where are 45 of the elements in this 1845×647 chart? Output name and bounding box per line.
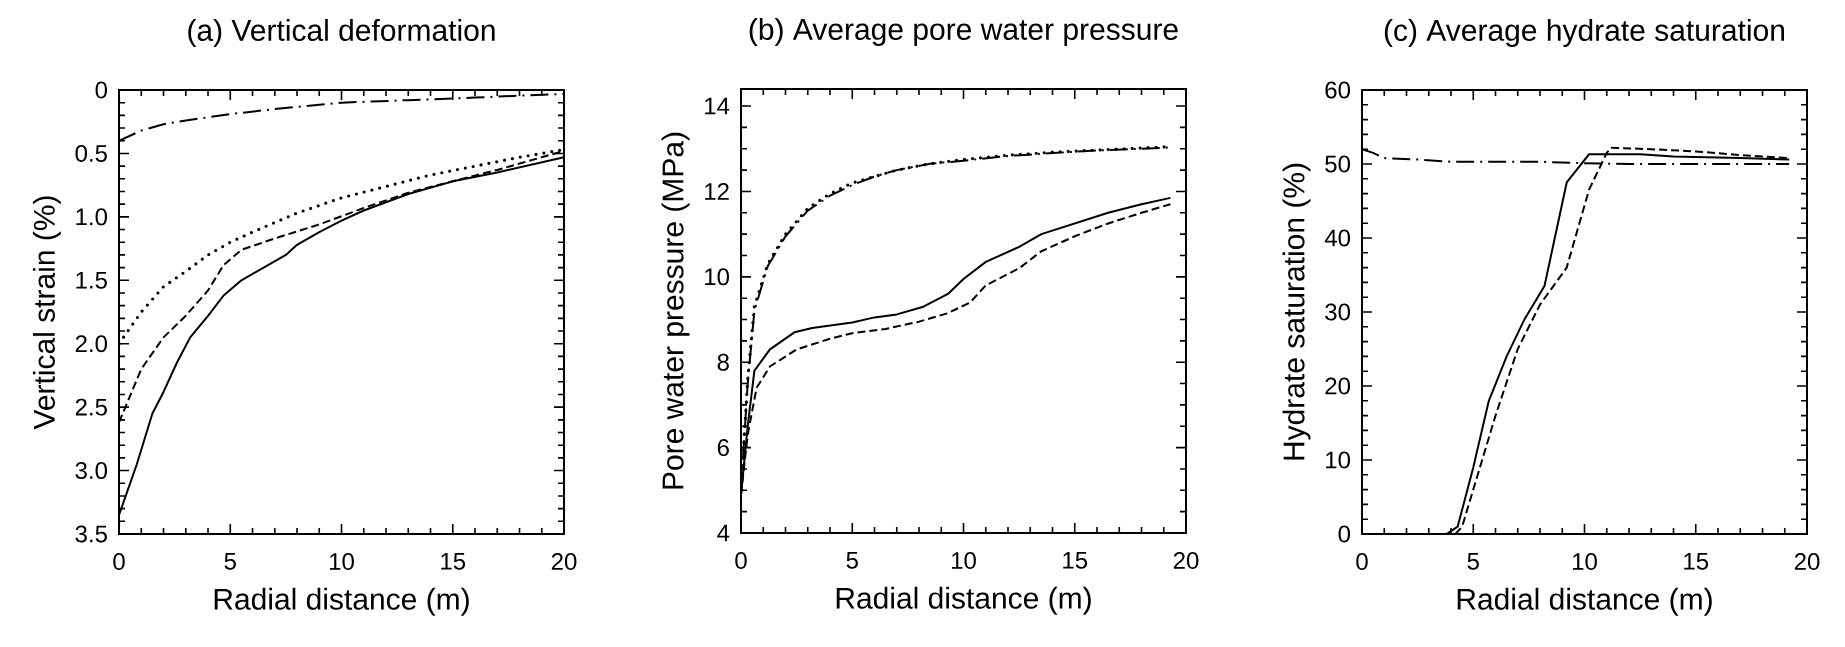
x-tick-label: 5 bbox=[1467, 553, 1479, 570]
y-tick-label: 20 bbox=[1325, 377, 1351, 395]
x-tick-label: 20 bbox=[1173, 552, 1199, 570]
chart-title: (a) Vertical deformation bbox=[188, 18, 495, 47]
y-tick-label: 2.5 bbox=[75, 398, 107, 416]
chart-title: (b) Average pore water pressure bbox=[749, 17, 1178, 46]
y-tick-label: 1.0 bbox=[76, 208, 108, 226]
x-tick-label: 0 bbox=[1356, 553, 1368, 571]
y-tick-label: 6 bbox=[717, 439, 729, 457]
x-tick-label: 10 bbox=[1572, 553, 1597, 571]
x-tick-label: 10 bbox=[951, 552, 976, 570]
x-tick-label: 20 bbox=[1794, 553, 1820, 571]
x-tick-label: 20 bbox=[551, 553, 577, 571]
x-tick-label: 5 bbox=[846, 552, 858, 569]
y-tick-label: 3.0 bbox=[75, 462, 108, 480]
x-tick-label: 0 bbox=[735, 552, 747, 570]
y-tick-label: 12 bbox=[705, 183, 729, 200]
y-axis-title: Hydrate saturation (%) bbox=[1282, 163, 1311, 460]
x-tick-label: 10 bbox=[329, 553, 354, 571]
x-axis-title: Radial distance (m) bbox=[214, 587, 469, 616]
y-tick-label: 10 bbox=[1326, 451, 1351, 469]
y-tick-label: 2.0 bbox=[75, 335, 108, 353]
y-tick-label: 60 bbox=[1325, 81, 1351, 99]
y-tick-label: 0 bbox=[95, 81, 108, 99]
x-tick-label: 15 bbox=[441, 553, 466, 570]
y-tick-label: 0.5 bbox=[75, 144, 107, 162]
y-tick-label: 3.5 bbox=[75, 525, 107, 543]
y-tick-label: 1.5 bbox=[76, 271, 107, 289]
y-axis-title: Vertical strain (%) bbox=[32, 196, 61, 430]
y-axis-title: Pore water pressure (MPa) bbox=[661, 132, 690, 489]
x-tick-label: 5 bbox=[224, 553, 236, 570]
y-tick-label: 50 bbox=[1325, 155, 1351, 173]
x-tick-label: 15 bbox=[1684, 553, 1709, 570]
y-tick-label: 4 bbox=[717, 524, 730, 542]
x-tick-label: 15 bbox=[1063, 552, 1088, 569]
y-tick-label: 0 bbox=[1338, 525, 1351, 543]
y-tick-label: 30 bbox=[1325, 303, 1351, 321]
x-tick-label: 0 bbox=[113, 553, 125, 571]
y-tick-label: 14 bbox=[705, 97, 730, 115]
y-tick-label: 40 bbox=[1324, 229, 1351, 247]
y-tick-label: 8 bbox=[717, 353, 729, 371]
y-tick-label: 10 bbox=[705, 268, 730, 286]
x-axis-title: Radial distance (m) bbox=[836, 586, 1091, 615]
x-axis-title: Radial distance (m) bbox=[1457, 587, 1712, 616]
chart-title: (c) Average hydrate saturation bbox=[1384, 18, 1784, 47]
